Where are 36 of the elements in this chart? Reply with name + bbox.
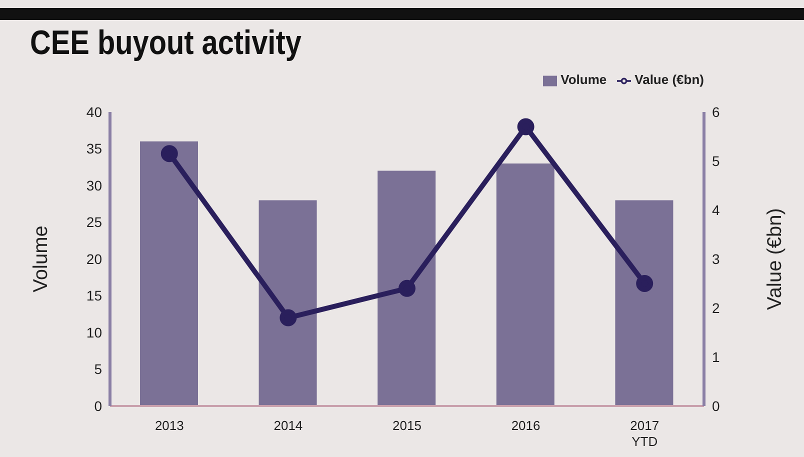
y-tick-label: 40 — [86, 104, 102, 120]
y2-axis-title: Value (€bn) — [764, 208, 786, 310]
y2-tick-label: 0 — [712, 398, 720, 414]
y2-tick-label: 6 — [712, 104, 720, 120]
point — [517, 118, 534, 136]
x-tick-label: 2015 — [392, 418, 422, 433]
legend-label: Value (€bn) — [634, 72, 704, 87]
y-tick-label: 25 — [86, 214, 102, 230]
bar — [140, 141, 198, 406]
x-tick-label: 2014 — [274, 418, 303, 433]
y-axis-title: Volume — [30, 226, 52, 292]
bar — [496, 163, 554, 406]
y-tick-label: 0 — [94, 398, 102, 414]
y2-tick-label: 3 — [712, 250, 720, 267]
bar — [258, 200, 317, 406]
y-tick-label: 15 — [86, 288, 102, 304]
chart-title: CEE buyout activity — [30, 24, 302, 63]
y2-tick-label: 4 — [712, 202, 720, 218]
bar — [615, 200, 674, 406]
y2-tick-label: 1 — [712, 348, 720, 365]
point — [160, 145, 178, 162]
y-tick-label: 10 — [86, 324, 102, 340]
point — [636, 275, 654, 292]
x-tick-label: 2013 — [154, 418, 184, 433]
y-tick-label: 35 — [86, 140, 102, 157]
x-tick-label: 2017 YTD — [630, 418, 660, 449]
point — [280, 309, 297, 326]
x-tick-label: 2016 — [511, 418, 540, 433]
y-tick-label: 30 — [86, 177, 102, 194]
point — [398, 280, 416, 297]
legend-label: Volume — [560, 72, 607, 87]
y2-tick-label: 5 — [712, 152, 720, 169]
y2-tick-label: 2 — [712, 300, 720, 316]
bar — [378, 170, 436, 406]
y-tick-label: 5 — [94, 361, 102, 378]
y-tick-label: 20 — [86, 250, 102, 267]
